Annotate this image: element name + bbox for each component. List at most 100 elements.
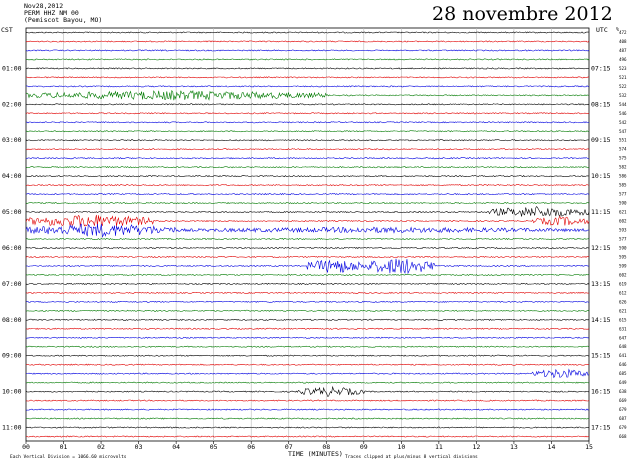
percent-label: 546	[619, 111, 627, 116]
trace-row-5	[25, 76, 590, 79]
footer-note-left: Each Vertical Division = 1066.60 microvo…	[10, 454, 127, 460]
percent-label: 590	[619, 245, 627, 250]
trace-row-32	[25, 318, 590, 321]
trace-row-42	[25, 408, 590, 411]
right-time-label: 16:15	[591, 388, 611, 396]
percent-label: 590	[619, 201, 627, 206]
x-axis-label: TIME (MINUTES)	[288, 450, 343, 458]
x-tick-label: 02	[97, 443, 105, 451]
trace-row-40	[25, 385, 590, 397]
left-time-label: 06:00	[2, 244, 22, 252]
percent-label: 593	[619, 228, 627, 233]
right-time-label: 08:15	[591, 100, 611, 108]
percent-label: 595	[619, 254, 627, 259]
percent-label: 602	[619, 219, 627, 224]
left-time-label: 02:00	[2, 100, 22, 108]
trace-row-37	[25, 363, 589, 366]
label-cst: CST	[1, 26, 13, 34]
percent-label: 532	[619, 93, 627, 98]
trace-row-24	[25, 246, 589, 250]
x-tick-label: 11	[435, 443, 443, 451]
header-station: PERM HHZ NM 00	[24, 9, 79, 17]
x-tick-label: 07	[285, 443, 293, 451]
percent-label: 602	[619, 272, 627, 277]
percent-label: 631	[619, 326, 627, 331]
trace-row-16	[25, 175, 590, 178]
trace-row-2	[25, 49, 590, 52]
x-tick-label: 10	[397, 443, 405, 451]
x-tick-label: 06	[247, 443, 255, 451]
left-time-label: 01:00	[2, 64, 22, 72]
percent-label: 615	[619, 317, 627, 322]
right-time-label: 15:15	[591, 352, 611, 360]
percent-label: 649	[619, 380, 627, 385]
trace-row-30	[25, 300, 590, 303]
trace-row-8	[25, 103, 590, 106]
right-time-label: 07:15	[591, 64, 611, 72]
trace-row-6	[26, 85, 590, 88]
x-tick-label: 05	[210, 443, 218, 451]
grid	[63, 28, 552, 441]
trace-row-43	[25, 417, 590, 420]
trace-row-22	[25, 223, 590, 238]
percent-label: 496	[619, 57, 627, 62]
percent-label: 472	[619, 30, 627, 35]
trace-row-4	[25, 67, 590, 70]
trace-row-14	[25, 157, 590, 160]
percent-label: 585	[619, 183, 627, 188]
percent-label: 685	[619, 371, 627, 376]
x-tick-label: 13	[510, 443, 518, 451]
percent-label: 575	[619, 156, 627, 161]
trace-row-11	[25, 130, 590, 133]
percent-label: 621	[619, 210, 627, 215]
left-time-label: 09:00	[2, 352, 22, 360]
percent-label: 487	[619, 48, 627, 53]
trace-row-15	[25, 166, 589, 169]
x-tick-label: 14	[548, 443, 556, 451]
left-time-labels: 01:00 02:00 03:00 04:00 05:00 06:00 07:00 08:00…	[2, 64, 22, 431]
big-title: 28 novembre 2012	[432, 3, 613, 25]
trace-row-10	[26, 121, 590, 124]
trace-row-36	[25, 354, 590, 357]
x-tick-label: 09	[360, 443, 368, 451]
trace-row-29	[25, 291, 590, 294]
percent-label: 669	[619, 398, 627, 403]
right-time-label: 13:15	[591, 280, 611, 288]
trace-row-17	[25, 184, 590, 187]
label-percent: %	[616, 27, 619, 33]
percent-label: 582	[619, 165, 627, 170]
trace-row-13	[25, 148, 590, 151]
percent-label: 641	[619, 353, 627, 358]
left-time-label: 04:00	[2, 172, 22, 180]
footer-note-right: Traces clipped at plus/minus 8 vertical …	[345, 454, 478, 460]
percent-label: 668	[619, 434, 627, 439]
right-percent-labels: 472 408 487 496 523 521 522 532 544 546 542 547 551 5…	[619, 30, 627, 439]
x-tick-label: 12	[472, 443, 480, 451]
percent-label: 647	[619, 335, 627, 340]
trace-row-3	[25, 58, 590, 61]
traces	[25, 31, 590, 438]
percent-label: 626	[619, 299, 627, 304]
plot-frame	[25, 27, 590, 442]
trace-row-1	[25, 40, 590, 43]
right-time-label: 17:15	[591, 424, 611, 432]
left-time-label: 11:00	[2, 424, 22, 432]
percent-label: 679	[619, 407, 627, 412]
percent-label: 408	[619, 39, 627, 44]
percent-label: 619	[619, 281, 627, 286]
left-time-label: 03:00	[2, 136, 22, 144]
trace-row-25	[25, 255, 590, 258]
trace-row-26	[25, 258, 590, 275]
label-utc: UTC	[596, 26, 608, 34]
percent-label: 547	[619, 129, 627, 134]
trace-row-28	[25, 282, 590, 285]
trace-row-27	[25, 273, 590, 276]
percent-label: 542	[619, 120, 627, 125]
header-location: (Pemiscot Bayou, MO)	[24, 16, 102, 24]
trace-row-34	[25, 336, 590, 339]
trace-row-23	[25, 237, 590, 241]
percent-label: 523	[619, 66, 627, 71]
left-time-label: 08:00	[2, 316, 22, 324]
right-time-label: 11:15	[591, 208, 611, 216]
